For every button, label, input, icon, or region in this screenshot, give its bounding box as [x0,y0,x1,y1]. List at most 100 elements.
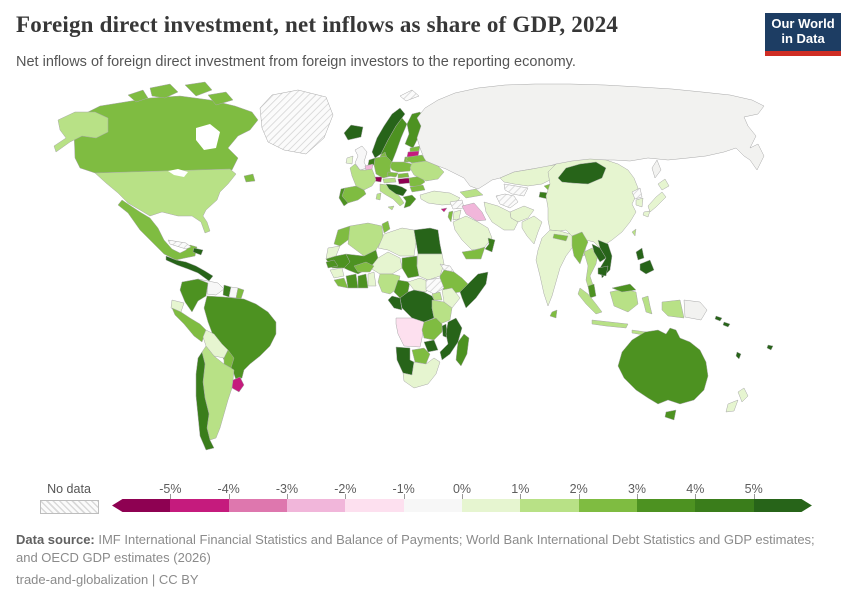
region-cyprus[interactable]: Cyprus: -5% to -4% [440,207,448,213]
region-indonesia-borneo[interactable]: Indonesia: 1% to 2% [609,288,639,313]
region-saudi-arabia[interactable]: Saudi Arabia: 0% to 1% [452,215,493,251]
legend-bin[interactable] [228,499,287,512]
region-canada-arctic[interactable]: Canada: 2% to 3% [127,89,149,103]
region-jordan[interactable]: Jordan: 0% to 1% [452,209,462,221]
region-australia[interactable]: Australia: 3% to 4% [617,327,709,405]
legend-bin[interactable] [520,499,579,512]
region-ireland[interactable]: Ireland: 0% to 1% [345,155,354,165]
region-malaysia-borneo[interactable]: Malaysia: 3% to 4% [611,283,637,293]
owid-logo[interactable]: Our World in Data [765,13,841,56]
region-greece[interactable]: Greece: 3% to 4% [402,194,417,209]
region-canada-arctic[interactable]: Canada: 2% to 3% [184,81,213,97]
region-oman[interactable]: Oman: 4% to 5% [484,237,496,253]
region-japan-hokkaido[interactable]: Japan: 0% to 1% [657,178,670,191]
region-kenya[interactable]: Kenya: 0% to 1% [441,287,461,309]
region-nepal[interactable]: Nepal: 2% to 3% [552,233,569,242]
region-namibia[interactable]: Namibia: > 5% [395,346,415,376]
region-ghana[interactable]: Ghana: 3% to 4% [357,273,369,289]
region-somalia[interactable]: Somalia: > 5% [459,271,489,309]
region-japan-honshu[interactable]: Japan: 0% to 1% [647,191,667,213]
legend-bin[interactable] [636,499,696,512]
region-vanuatu[interactable]: Vanuatu and New Caledonia: > 5% [735,351,742,360]
legend-bin[interactable] [695,499,754,512]
region-russia[interactable]: Russia: -1% to 0% [416,83,765,190]
region-cambodia[interactable]: Cambodia: > 5% [597,265,609,277]
region-indonesia-sulawesi[interactable]: Indonesia: 1% to 2% [641,295,653,315]
region-algeria[interactable]: Algeria: 1% to 2% [347,222,384,257]
region-iran[interactable]: Iran: 0% to 1% [483,201,519,231]
region-usa[interactable]: United States: 1% to 2% [94,168,237,234]
legend-bin[interactable] [753,499,812,512]
region-indonesia-java[interactable]: Indonesia: 1% to 2% [591,319,629,329]
region-czechia[interactable]: Czechia: 2% to 3% [386,171,399,178]
region-canada-arctic[interactable]: Canada: 2% to 3% [207,91,234,106]
region-togo-benin[interactable]: Togo and Benin: 0% to 1% [367,271,377,287]
region-svalbard[interactable]: Svalbard: No data [399,89,420,102]
legend-bin[interactable] [403,499,462,512]
region-zimbabwe[interactable]: Zimbabwe: > 5% [423,339,439,353]
region-india[interactable]: India: 0% to 1% [535,229,577,307]
region-malaysia-peninsula[interactable]: Malaysia: 3% to 4% [587,283,597,299]
region-burkina-faso[interactable]: Burkina Faso: 2% to 3% [353,261,375,273]
region-botswana[interactable]: Botswana: 2% to 3% [411,347,431,365]
region-chad[interactable]: Chad: 3% to 4% [401,255,420,279]
region-tunisia[interactable]: Tunisia: 2% to 3% [381,220,391,234]
region-sardinia[interactable]: Italy: 1% to 2% [375,192,382,201]
region-philippines-south[interactable]: Philippines: > 5% [639,259,655,275]
legend-bin[interactable] [112,499,171,512]
region-tasmania[interactable]: Australia: 3% to 4% [664,409,677,421]
region-drc[interactable]: Democratic Republic of Congo: > 5% [399,289,435,323]
region-zambia[interactable]: Zambia: 2% to 3% [421,317,443,341]
region-austria[interactable]: Austria: 1% to 2% [382,177,397,184]
region-venezuela[interactable]: Venezuela: -1% to 0% [197,278,225,296]
region-taiwan[interactable]: Taiwan: 1% to 2% [631,228,637,237]
region-france[interactable]: France: 1% to 2% [349,163,377,191]
region-sri-lanka[interactable]: Sri Lanka: 2% to 3% [549,309,558,319]
region-sicily[interactable]: Italy: 1% to 2% [387,205,395,211]
region-canada-arctic[interactable]: Canada: 2% to 3% [149,83,179,99]
region-libya[interactable]: Libya: 0% to 1% [377,227,417,257]
region-hungary[interactable]: Hungary: < -5% [397,177,411,185]
region-portugal[interactable]: Portugal: 3% to 4% [338,187,349,207]
region-myanmar[interactable]: Myanmar: 2% to 3% [571,231,589,265]
region-iceland[interactable]: Iceland: > 5% [343,124,364,141]
region-south-korea[interactable]: South Korea: 0% to 1% [635,197,644,208]
legend-bin[interactable] [286,499,346,512]
region-egypt[interactable]: Egypt: > 5% [413,227,443,255]
region-yemen[interactable]: Yemen: 2% to 3% [461,246,486,260]
region-pakistan[interactable]: Pakistan: 0% to 1% [521,215,543,245]
region-chile[interactable]: Chile: 4% to 5% [195,351,215,451]
region-tanzania[interactable]: Tanzania: 1% to 2% [431,299,453,325]
region-mozambique[interactable]: Mozambique: > 5% [439,317,463,361]
region-guinea[interactable]: Guinea: 0% to 1% [329,267,345,279]
region-newfoundland[interactable]: Canada: 2% to 3% [243,173,256,183]
region-israel[interactable]: Israel: 2% to 3% [447,210,454,223]
region-new-zealand-south[interactable]: New Zealand: 0% to 1% [725,399,739,413]
region-central-america[interactable]: Central America: > 5% [165,255,214,282]
region-nigeria[interactable]: Nigeria: 1% to 2% [377,273,401,295]
region-bulgaria[interactable]: Bulgaria: 2% to 3% [409,184,426,193]
region-alaska[interactable]: United States: 1% to 2% [53,111,109,153]
region-solomon-islands[interactable]: Solomon Islands: > 5% [722,321,731,328]
region-cuba[interactable]: Cuba: No data [167,239,192,250]
region-slovakia[interactable]: Slovakia: 2% to 3% [397,172,410,179]
region-caucasus[interactable]: Georgia, Armenia and Azerbaijan: 1% to 2… [459,188,484,199]
legend-no-data-swatch[interactable] [40,500,99,514]
legend-bin[interactable] [345,499,404,512]
region-solomon-islands[interactable]: Solomon Islands: > 5% [714,315,723,322]
region-laos[interactable]: Laos: > 5% [591,243,607,263]
legend-bin[interactable] [461,499,521,512]
region-sakhalin[interactable]: Russia: -1% to 0% [651,159,662,179]
region-fiji[interactable]: Fiji: > 5% [766,344,774,351]
region-uruguay[interactable]: Uruguay: -5% to -4% [231,376,245,393]
region-indonesia-west-papua[interactable]: Indonesia: 1% to 2% [661,299,685,319]
region-ivory-coast[interactable]: Cote d'Ivoire: 3% to 4% [345,273,359,289]
region-madagascar[interactable]: Madagascar: 3% to 4% [455,333,470,367]
legend-bin[interactable] [578,499,637,512]
region-angola[interactable]: Angola: -2% to -1% [395,317,425,348]
region-uganda[interactable]: Uganda: 1% to 2% [431,291,443,301]
region-congo-gabon[interactable]: Congo and Gabon: > 5% [387,295,403,311]
region-north-korea[interactable]: North Korea: No data [631,187,643,200]
region-senegal[interactable]: Senegal: 3% to 4% [325,259,339,269]
region-south-africa[interactable]: South Africa: 0% to 1% [402,357,441,389]
